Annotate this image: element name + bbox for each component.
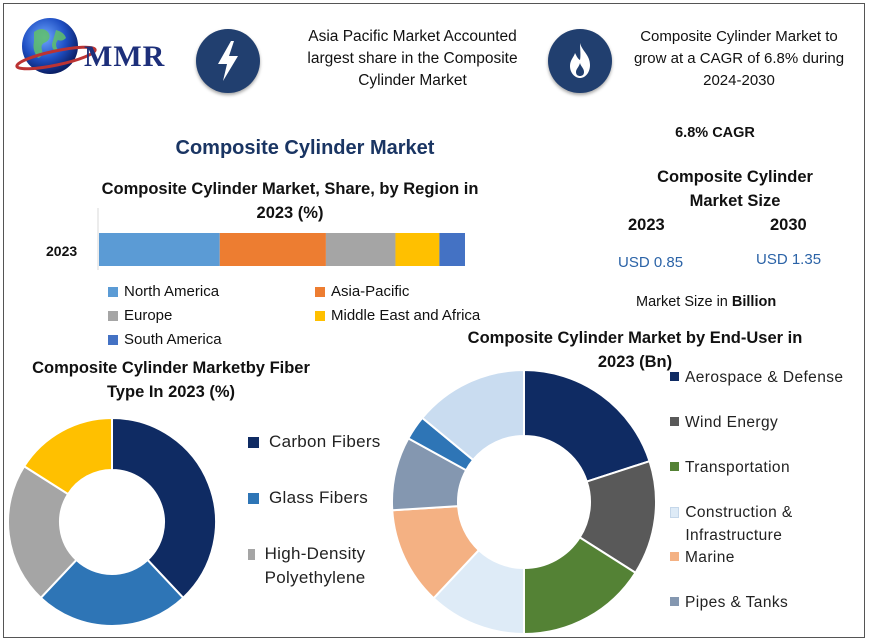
enduser-legend-item-wind-energy: Wind Energy bbox=[670, 411, 855, 434]
fiber-slice-high-density-polyethylene bbox=[7, 464, 78, 600]
infographic-frame bbox=[3, 3, 865, 638]
page-title: Composite Cylinder Market bbox=[175, 137, 435, 159]
logo-text: MMR bbox=[84, 40, 166, 73]
usd-2030-value: USD 1.35 bbox=[756, 251, 822, 268]
legend-swatch bbox=[248, 549, 255, 560]
fiber-legend-item-high-density-polyethylene: High-Density Polyethylene bbox=[248, 542, 388, 590]
globe-icon bbox=[15, 18, 97, 74]
legend-swatch bbox=[670, 552, 679, 561]
legend-swatch bbox=[248, 437, 259, 448]
legend-swatch bbox=[108, 334, 118, 345]
legend-swatch bbox=[248, 493, 259, 504]
region-stacked-bar-chart: 2023 bbox=[46, 208, 465, 270]
legend-label: North America bbox=[124, 283, 220, 300]
enduser-legend-item-pipes-tanks: Pipes & Tanks bbox=[670, 591, 855, 614]
usd-2023-value: USD 0.85 bbox=[618, 254, 684, 271]
bar-segment-europe bbox=[325, 233, 396, 266]
fiber-slice-other bbox=[22, 416, 113, 496]
enduser-slice-other-2 bbox=[420, 368, 525, 462]
year-2030: 2030 bbox=[770, 216, 807, 234]
bar-segment-south-america bbox=[439, 233, 465, 266]
fiber-donut-chart bbox=[7, 416, 217, 627]
bar-segment-middle-east-and-africa bbox=[395, 233, 440, 266]
legend-label: Transportation bbox=[685, 459, 790, 476]
market-size-note-unit: Billion bbox=[731, 294, 777, 310]
fiber-slice-glass-fibers bbox=[39, 558, 185, 627]
legend-swatch bbox=[670, 507, 680, 518]
legend-label: High-Density Polyethylene bbox=[264, 544, 366, 587]
legend-item-north-america: North America bbox=[108, 283, 219, 300]
legend-item-south-america: South America bbox=[108, 331, 222, 348]
legend-item-asia-pacific: Asia-Pacific bbox=[315, 283, 409, 300]
legend-swatch bbox=[670, 597, 679, 606]
mmr-logo: MMR bbox=[12, 12, 182, 82]
legend-label: Glass Fibers bbox=[269, 488, 369, 507]
legend-label: Construction & Infrastructure bbox=[685, 504, 793, 544]
legend-swatch bbox=[108, 310, 118, 321]
enduser-slice-aerospace-defense bbox=[523, 368, 651, 483]
legend-swatch bbox=[670, 462, 679, 471]
legend-label: Aerospace & Defense bbox=[685, 369, 844, 386]
legend-item-europe: Europe bbox=[108, 307, 172, 324]
legend-swatch bbox=[315, 286, 325, 297]
flame-icon bbox=[548, 29, 612, 93]
legend-label: Middle East and Africa bbox=[331, 307, 481, 324]
market-size-title: Composite Cylinder Market Size bbox=[657, 168, 813, 210]
legend-label: South America bbox=[124, 331, 222, 348]
cagr-label: 6.8% CAGR bbox=[675, 125, 755, 141]
legend-swatch bbox=[670, 372, 679, 381]
legend-label: Carbon Fibers bbox=[269, 432, 381, 451]
region-chart-title: Composite Cylinder Market, Share, by Reg… bbox=[101, 180, 479, 222]
fiber-chart-title: Composite Cylinder Marketby Fiber Type I… bbox=[32, 359, 310, 401]
bar-segment-north-america bbox=[99, 233, 220, 266]
legend-label: Wind Energy bbox=[685, 414, 779, 431]
enduser-legend-item-marine: Marine bbox=[670, 546, 855, 569]
legend-item-middle-east-and-africa: Middle East and Africa bbox=[315, 307, 480, 324]
region-chart-category-label: 2023 bbox=[46, 243, 77, 259]
fiber-legend-item-carbon-fibers: Carbon Fibers bbox=[248, 430, 388, 454]
enduser-legend-item-aerospace-defense: Aerospace & Defense bbox=[670, 366, 855, 389]
header-text-cagr: Composite Cylinder Market to grow at a C… bbox=[633, 28, 845, 89]
enduser-legend-item-transportation: Transportation bbox=[670, 456, 855, 479]
bar-segment-asia-pacific bbox=[219, 233, 326, 266]
enduser-legend-item-construction-infrastructure: Construction & Infrastructure bbox=[670, 501, 855, 547]
legend-label: Europe bbox=[124, 307, 173, 324]
fiber-legend-item-glass-fibers: Glass Fibers bbox=[248, 486, 388, 510]
legend-swatch bbox=[670, 417, 679, 426]
legend-label: Asia-Pacific bbox=[331, 283, 410, 300]
legend-swatch bbox=[108, 286, 118, 297]
enduser-chart-title: Composite Cylinder Market by End-User in… bbox=[467, 329, 803, 371]
legend-swatch bbox=[315, 310, 325, 321]
enduser-donut-chart bbox=[391, 368, 657, 636]
fiber-slice-carbon-fibers bbox=[111, 416, 217, 600]
market-size-note-prefix: Market Size in bbox=[636, 294, 732, 310]
lightning-icon bbox=[196, 29, 260, 93]
legend-label: Marine bbox=[685, 549, 735, 566]
header-text-asia-pacific: Asia Pacific Market Accounted largest sh… bbox=[307, 28, 518, 89]
market-size-note: Market Size in Billion bbox=[636, 294, 776, 310]
year-2023: 2023 bbox=[628, 216, 665, 234]
legend-label: Pipes & Tanks bbox=[685, 594, 789, 611]
